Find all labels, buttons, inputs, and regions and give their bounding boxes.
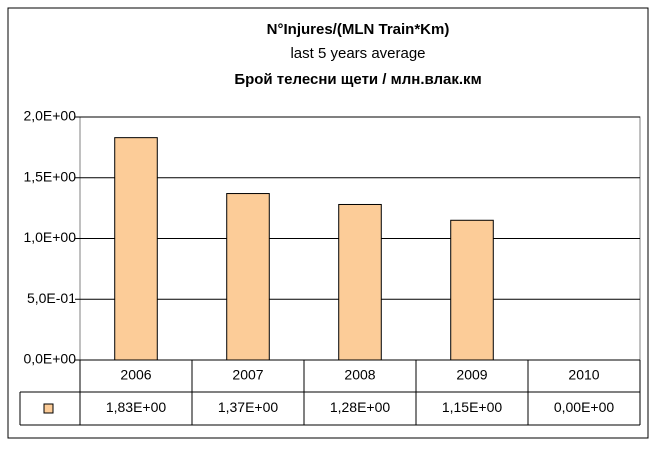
x-tick-label: 2010 — [568, 367, 599, 383]
x-tick-label: 2007 — [232, 367, 263, 383]
y-tick-label: 1,0E+00 — [23, 229, 76, 245]
value-label: 1,28E+00 — [330, 399, 391, 415]
y-tick-label: 5,0E-01 — [27, 290, 76, 306]
legend-swatch — [43, 403, 54, 414]
chart-title-bg: Брой телесни щети / млн.влак.км — [234, 71, 481, 88]
x-tick-label: 2009 — [456, 367, 487, 383]
bar — [114, 137, 158, 361]
chart-title: N°Injures/(MLN Train*Km) — [267, 21, 450, 38]
value-label: 0,00E+00 — [554, 399, 615, 415]
y-tick-label: 2,0E+00 — [23, 108, 76, 124]
x-tick-label: 2006 — [120, 367, 151, 383]
bar — [450, 219, 494, 361]
x-tick-label: 2008 — [344, 367, 375, 383]
y-tick-label: 1,5E+00 — [23, 168, 76, 184]
chart-subtitle: last 5 years average — [290, 45, 425, 62]
value-label: 1,15E+00 — [442, 399, 503, 415]
bar — [338, 203, 382, 361]
value-label: 1,83E+00 — [106, 399, 167, 415]
value-label: 1,37E+00 — [218, 399, 279, 415]
y-tick-label: 0,0E+00 — [23, 351, 76, 367]
bar — [226, 193, 270, 361]
